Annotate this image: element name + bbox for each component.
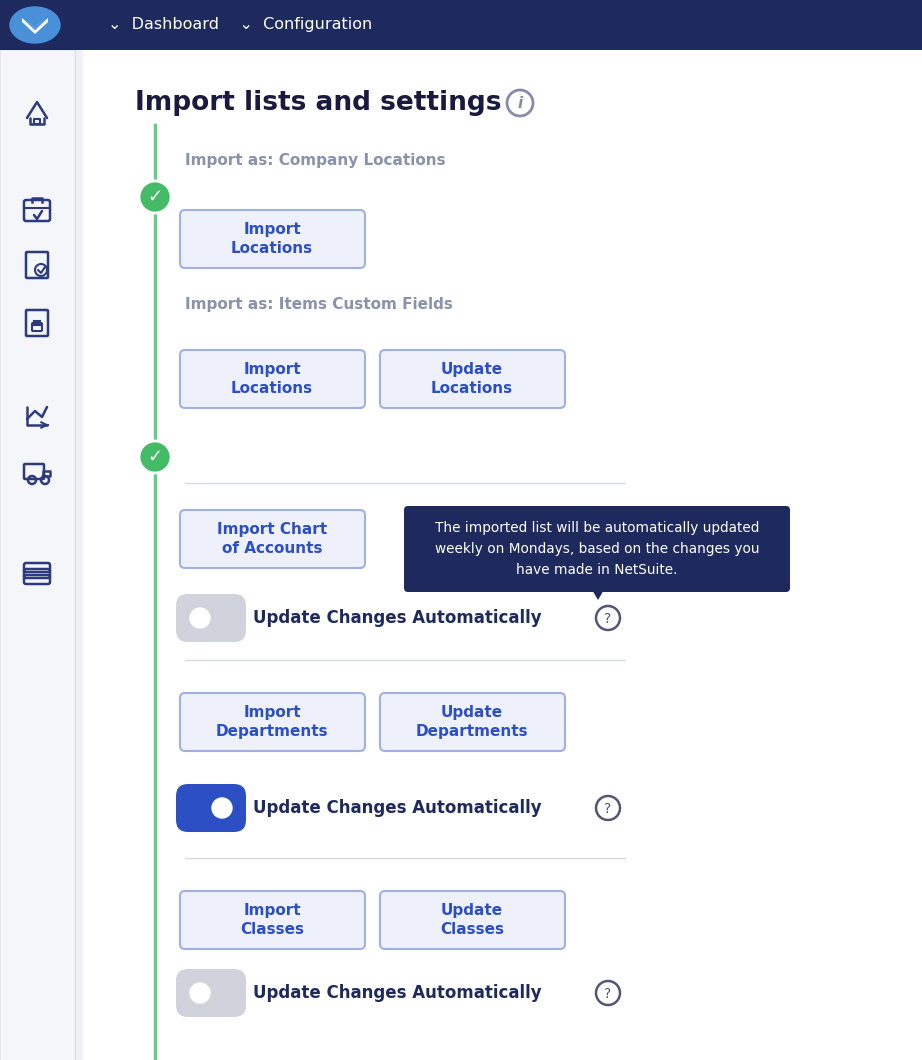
Text: Import as: Items Custom Fields: Import as: Items Custom Fields xyxy=(185,298,453,313)
Text: ?: ? xyxy=(605,987,611,1001)
Circle shape xyxy=(190,608,210,628)
FancyBboxPatch shape xyxy=(180,510,365,568)
FancyBboxPatch shape xyxy=(75,50,83,1060)
Text: Import lists and settings: Import lists and settings xyxy=(135,90,502,116)
Text: Import as: Company Locations: Import as: Company Locations xyxy=(185,153,445,167)
Text: ⌄  Dashboard    ⌄  Configuration: ⌄ Dashboard ⌄ Configuration xyxy=(108,18,372,33)
Text: Update Changes Automatically: Update Changes Automatically xyxy=(253,610,541,628)
Text: ?: ? xyxy=(605,612,611,626)
Text: Import
Locations: Import Locations xyxy=(230,361,313,396)
FancyBboxPatch shape xyxy=(0,0,922,50)
FancyBboxPatch shape xyxy=(180,891,365,949)
Text: Update
Locations: Update Locations xyxy=(431,361,513,396)
FancyBboxPatch shape xyxy=(176,784,246,832)
FancyBboxPatch shape xyxy=(0,50,75,1060)
Text: The imported list will be automatically updated
weekly on Mondays, based on the : The imported list will be automatically … xyxy=(435,522,759,577)
FancyBboxPatch shape xyxy=(180,350,365,408)
Circle shape xyxy=(139,181,171,213)
Text: Update Changes Automatically: Update Changes Automatically xyxy=(253,984,541,1002)
Text: ✓: ✓ xyxy=(148,448,162,466)
Text: Import
Locations: Import Locations xyxy=(230,222,313,257)
FancyBboxPatch shape xyxy=(180,693,365,750)
FancyBboxPatch shape xyxy=(176,969,246,1017)
Text: Update
Departments: Update Departments xyxy=(416,705,528,740)
FancyBboxPatch shape xyxy=(176,594,246,642)
Circle shape xyxy=(190,983,210,1003)
Polygon shape xyxy=(28,20,42,30)
Text: ?: ? xyxy=(605,802,611,816)
Circle shape xyxy=(139,441,171,473)
Circle shape xyxy=(212,798,232,818)
Text: Update
Classes: Update Classes xyxy=(440,903,504,937)
Text: ✓: ✓ xyxy=(148,188,162,206)
FancyBboxPatch shape xyxy=(380,891,565,949)
Text: Update Changes Automatically: Update Changes Automatically xyxy=(253,799,541,817)
Text: Import
Classes: Import Classes xyxy=(240,903,304,937)
Text: Import Chart
of Accounts: Import Chart of Accounts xyxy=(217,522,327,556)
FancyBboxPatch shape xyxy=(180,210,365,268)
FancyBboxPatch shape xyxy=(404,506,790,591)
Polygon shape xyxy=(591,588,605,600)
FancyBboxPatch shape xyxy=(75,50,922,1060)
FancyBboxPatch shape xyxy=(380,693,565,750)
Text: Import
Departments: Import Departments xyxy=(216,705,328,740)
Ellipse shape xyxy=(10,7,60,43)
Polygon shape xyxy=(22,18,48,34)
FancyBboxPatch shape xyxy=(380,350,565,408)
Text: i: i xyxy=(517,96,523,111)
